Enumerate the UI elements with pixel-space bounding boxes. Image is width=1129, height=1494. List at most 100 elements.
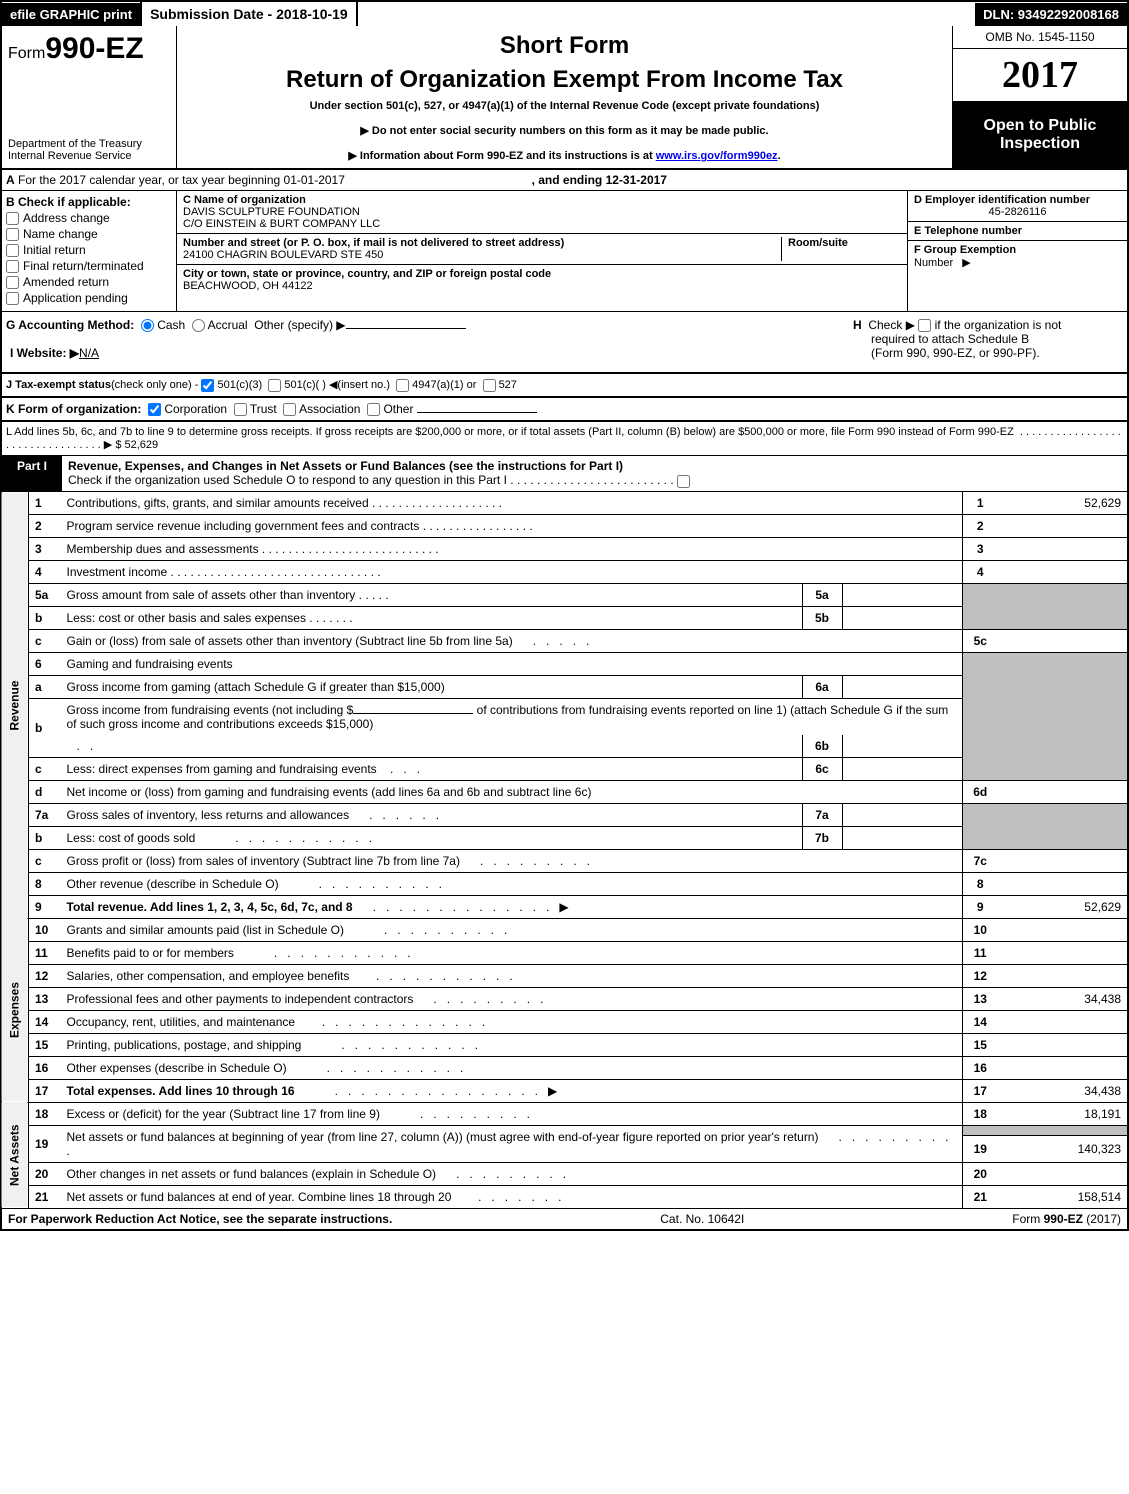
line-9-value: 52,629	[998, 895, 1128, 918]
line-j: J Tax-exempt status(check only one) - 50…	[0, 373, 1129, 397]
line-8-desc: Other revenue (describe in Schedule O)	[67, 877, 279, 891]
checkbox-name-change[interactable]	[6, 228, 19, 241]
line-3-value	[998, 537, 1128, 560]
line-17-desc: Total expenses. Add lines 10 through 16	[67, 1084, 295, 1098]
open-to-public: Open to Public Inspection	[953, 102, 1127, 168]
line-7c-value	[998, 849, 1128, 872]
checkbox-501c3[interactable]	[201, 379, 214, 392]
telephone-label: E Telephone number	[914, 225, 1121, 237]
row-11: 11 Benefits paid to or for members . . .…	[1, 941, 1128, 964]
radio-accrual[interactable]	[192, 319, 205, 332]
footer-cat-no: Cat. No. 10642I	[660, 1212, 744, 1226]
group-exemption-number-label: Number	[914, 257, 953, 269]
row-6b-1: b Gross income from fundraising events (…	[1, 698, 1128, 735]
line-13-desc: Professional fees and other payments to …	[67, 992, 414, 1006]
checkbox-trust[interactable]	[234, 403, 247, 416]
label-cash: Cash	[157, 318, 185, 332]
checkbox-schedule-o[interactable]	[677, 475, 690, 488]
line-h-text2: if the organization is not	[935, 318, 1062, 332]
label-final-return: Final return/terminated	[23, 259, 144, 273]
label-corporation: Corporation	[164, 402, 227, 416]
checkbox-corporation[interactable]	[148, 403, 161, 416]
form-number-cell: Form990-EZ Department of the Treasury In…	[2, 26, 177, 168]
line-18-value: 18,191	[998, 1102, 1128, 1125]
line-l-value: $ 52,629	[115, 439, 158, 451]
checkbox-527[interactable]	[483, 379, 496, 392]
addr-label: Number and street (or P. O. box, if mail…	[183, 237, 781, 249]
line-11-desc: Benefits paid to or for members	[67, 946, 234, 960]
room-label: Room/suite	[788, 237, 901, 249]
line-1-desc: Contributions, gifts, grants, and simila…	[67, 496, 369, 510]
row-21: 21 Net assets or fund balances at end of…	[1, 1185, 1128, 1208]
checkbox-501c[interactable]	[268, 379, 281, 392]
row-2: 2 Program service revenue including gove…	[1, 514, 1128, 537]
top-bar: efile GRAPHIC print Submission Date - 20…	[0, 0, 1129, 26]
row-6b-2: . . 6b	[1, 735, 1128, 758]
row-5a: 5a Gross amount from sale of assets othe…	[1, 583, 1128, 606]
row-7a: 7a Gross sales of inventory, less return…	[1, 803, 1128, 826]
label-527: 527	[499, 379, 517, 391]
efile-print-button[interactable]: efile GRAPHIC print	[2, 3, 140, 26]
line-j-suffix: (check only one) -	[111, 379, 198, 391]
line-14-value	[998, 1010, 1128, 1033]
form-prefix: Form	[8, 45, 45, 62]
form-header: Form990-EZ Department of the Treasury In…	[0, 26, 1129, 170]
ein-label: D Employer identification number	[914, 194, 1121, 206]
row-9: 9 Total revenue. Add lines 1, 2, 3, 4, 5…	[1, 895, 1128, 918]
line-15-desc: Printing, publications, postage, and shi…	[67, 1038, 302, 1052]
checkbox-amended-return[interactable]	[6, 276, 19, 289]
instruction-1: ▶ Do not enter social security numbers o…	[183, 124, 946, 137]
line-16-desc: Other expenses (describe in Schedule O)	[67, 1061, 287, 1075]
line-14-desc: Occupancy, rent, utilities, and maintena…	[67, 1015, 296, 1029]
line-7c-desc: Gross profit or (loss) from sales of inv…	[67, 854, 460, 868]
inner-num-6a: 6a	[802, 675, 842, 698]
row-6c: c Less: direct expenses from gaming and …	[1, 757, 1128, 780]
line-h-label: H	[853, 318, 862, 332]
info-block: B Check if applicable: Address change Na…	[0, 191, 1129, 312]
tax-year: 2017	[953, 49, 1127, 102]
line-b-label: Check if applicable:	[18, 195, 131, 209]
checkbox-address-change[interactable]	[6, 212, 19, 225]
checkbox-schedule-b[interactable]	[918, 319, 931, 332]
line-k: K Form of organization: Corporation Trus…	[0, 397, 1129, 421]
row-19-1: 19 Net assets or fund balances at beginn…	[1, 1125, 1128, 1135]
row-14: 14 Occupancy, rent, utilities, and maint…	[1, 1010, 1128, 1033]
main-title: Return of Organization Exempt From Incom…	[183, 66, 946, 94]
instructions-link[interactable]: www.irs.gov/form990ez	[656, 150, 778, 162]
line-10-value	[998, 918, 1128, 941]
line-9-desc: Total revenue. Add lines 1, 2, 3, 4, 5c,…	[67, 900, 353, 914]
label-501c3: 501(c)(3)	[218, 379, 263, 391]
row-6: 6 Gaming and fundraising events	[1, 652, 1128, 675]
checkbox-4947[interactable]	[396, 379, 409, 392]
checkbox-application-pending[interactable]	[6, 292, 19, 305]
city-label: City or town, state or province, country…	[183, 268, 901, 280]
line-19-value: 140,323	[998, 1135, 1128, 1162]
line-h-text3: required to attach Schedule B	[871, 332, 1029, 346]
right-cell: OMB No. 1545-1150 2017 Open to Public In…	[952, 26, 1127, 168]
row-3: 3 Membership dues and assessments . . . …	[1, 537, 1128, 560]
line-12-desc: Salaries, other compensation, and employ…	[67, 969, 350, 983]
instr2-prefix: ▶ Information about Form 990-EZ and its …	[348, 150, 655, 162]
checkbox-other-org[interactable]	[367, 403, 380, 416]
line-17-value: 34,438	[998, 1079, 1128, 1102]
checkbox-initial-return[interactable]	[6, 244, 19, 257]
title-cell: Short Form Return of Organization Exempt…	[177, 26, 952, 168]
submission-date: Submission Date - 2018-10-19	[140, 2, 358, 26]
org-name-2: C/O EINSTEIN & BURT COMPANY LLC	[183, 218, 901, 230]
line-11-value	[998, 941, 1128, 964]
checkbox-final-return[interactable]	[6, 260, 19, 273]
website-label: I Website: ▶	[10, 346, 79, 360]
ein-col: D Employer identification number 45-2826…	[907, 191, 1127, 311]
line-6b-desc-prefix: Gross income from fundraising events (no…	[67, 703, 354, 717]
label-initial-return: Initial return	[23, 243, 86, 257]
label-application-pending: Application pending	[23, 291, 128, 305]
line-j-label: J Tax-exempt status	[6, 379, 111, 391]
checkbox-association[interactable]	[283, 403, 296, 416]
line-5c-value	[998, 629, 1128, 652]
dln-label: DLN: 93492292008168	[975, 3, 1127, 26]
line-4-desc: Investment income	[67, 565, 168, 579]
group-exemption-label: F Group Exemption	[914, 244, 1016, 256]
check-if-applicable: B Check if applicable: Address change Na…	[2, 191, 177, 311]
radio-cash[interactable]	[141, 319, 154, 332]
part-1-header: Part I Revenue, Expenses, and Changes in…	[0, 456, 1129, 491]
